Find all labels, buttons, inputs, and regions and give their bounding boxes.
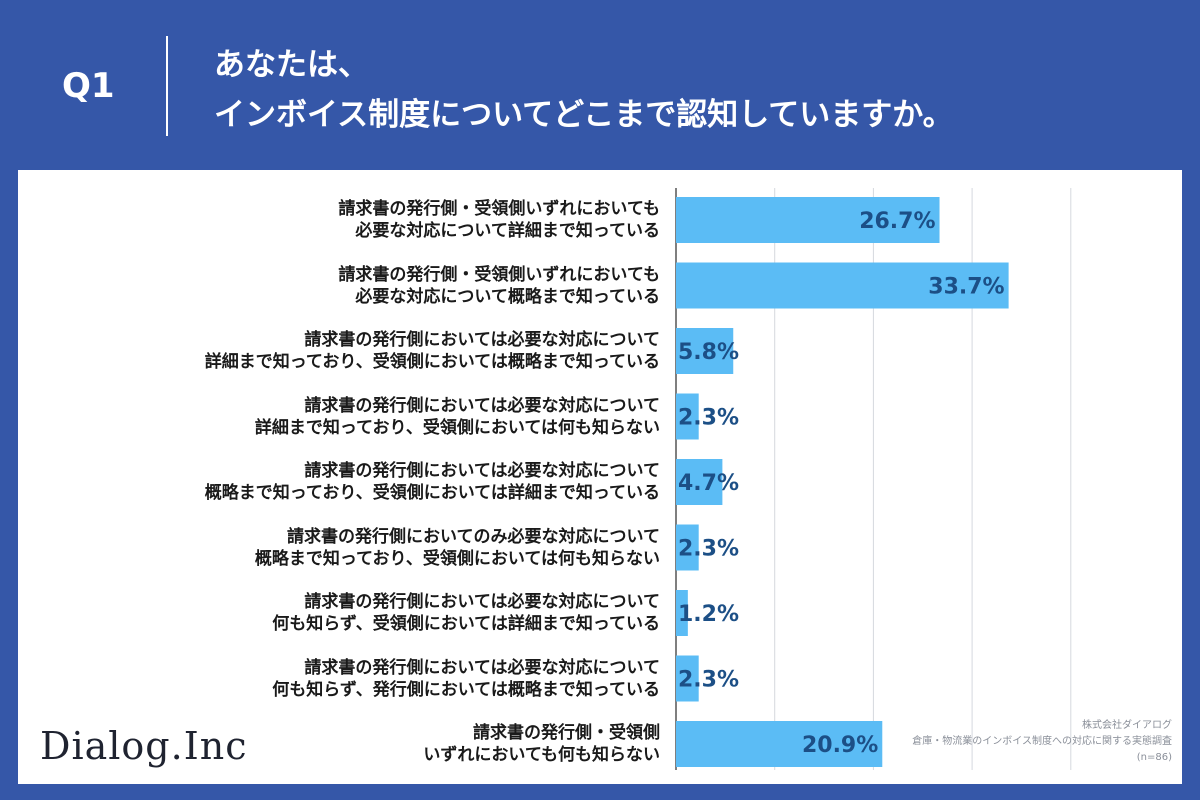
data-label: 20.9% (802, 733, 878, 758)
data-label: 2.3% (678, 406, 739, 431)
header-divider (166, 36, 168, 136)
bar (676, 524, 699, 571)
category-label-line: 請求書の発行側においては必要な対応について (304, 395, 660, 416)
category-label-line: 請求書の発行側・受領側 (473, 723, 660, 743)
data-label: 5.8% (678, 340, 739, 365)
company-logo: Dialog.Inc (40, 724, 248, 768)
credit-company: 株式会社ダイアログ (1082, 720, 1172, 731)
category-label-line: 請求書の発行側においては必要な対応について (304, 592, 660, 612)
category-label-line: 何も知らず、受領側においては詳細まで知っている (272, 614, 660, 634)
category-label-line: 概略まで知っており、受領側においては詳細まで知っている (204, 483, 660, 503)
category-label: 請求書の発行側・受領側いずれにおいても 必要な対応について概略まで知っている (60, 264, 660, 308)
data-label: 4.7% (678, 471, 739, 496)
category-label: 請求書の発行側・受領側いずれにおいても 必要な対応について詳細まで知っている (60, 198, 660, 242)
category-label: 請求書の発行側においては必要な対応について 概略まで知っており、受領側においては詳… (60, 460, 660, 504)
bar (676, 459, 723, 505)
question-number: Q1 (62, 66, 115, 106)
bar (676, 590, 688, 636)
category-label: 請求書の発行側においては必要な対応について 何も知らず、受領側においては詳細まで知… (60, 591, 660, 635)
page-title: あなたは、 インボイス制度についてどこまで認知していますか。 (214, 40, 954, 140)
category-label-line: 請求書の発行側・受領側いずれにおいても (338, 199, 660, 219)
category-label-line: 必要な対応について詳細まで知っている (355, 221, 660, 241)
bar (676, 655, 699, 702)
category-label-line: 請求書の発行側・受領側いずれにおいても (338, 264, 660, 285)
bar (676, 262, 1009, 309)
bar (676, 393, 699, 440)
data-label: 26.7% (859, 209, 935, 234)
bar (676, 328, 734, 374)
category-label-line: 詳細まで知っており、受領側においては概略まで知っている (204, 352, 660, 372)
credit-sample: (n=86) (1136, 752, 1172, 763)
survey-credit: 株式会社ダイアログ 倉庫・物流業のインボイス制度への対応に関する実態調査 (n=… (812, 718, 1172, 766)
category-label-line: いずれにおいても何も知らない (423, 745, 660, 765)
bar (676, 197, 940, 243)
category-label-line: 何も知らず、発行側においては概略まで知っている (272, 679, 660, 700)
category-label: 請求書の発行側においては必要な対応について 詳細まで知っており、受領側においては何… (60, 395, 660, 439)
bar (676, 721, 883, 767)
category-label-line: 概略まで知っており、受領側においては何も知らない (254, 548, 660, 569)
category-label-line: 必要な対応について概略まで知っている (355, 286, 660, 307)
category-label-line: 請求書の発行側においては必要な対応について (304, 330, 660, 350)
title-line-1: あなたは、 (214, 47, 369, 83)
data-label: 1.2% (678, 602, 739, 627)
title-line-2: インボイス制度についてどこまで認知していますか。 (214, 97, 954, 133)
category-label-line: 請求書の発行側においては必要な対応について (304, 657, 660, 678)
category-label-line: 請求書の発行側においてのみ必要な対応について (287, 526, 660, 547)
category-label-line: 詳細まで知っており、受領側においては何も知らない (254, 417, 660, 438)
category-label-line: 請求書の発行側においては必要な対応について (304, 461, 660, 481)
data-label: 2.3% (678, 537, 739, 562)
category-label: 請求書の発行側においてのみ必要な対応について 概略まで知っており、受領側においては… (60, 526, 660, 570)
category-label: 請求書の発行側においては必要な対応について 詳細まで知っており、受領側においては概… (60, 329, 660, 373)
category-label: 請求書の発行側においては必要な対応について 何も知らず、発行側においては概略まで知… (60, 657, 660, 701)
credit-survey: 倉庫・物流業のインボイス制度への対応に関する実態調査 (912, 736, 1172, 747)
data-label: 33.7% (928, 275, 1004, 300)
category-label: 請求書の発行側・受領側 いずれにおいても何も知らない (60, 722, 660, 766)
data-label: 2.3% (678, 668, 739, 693)
